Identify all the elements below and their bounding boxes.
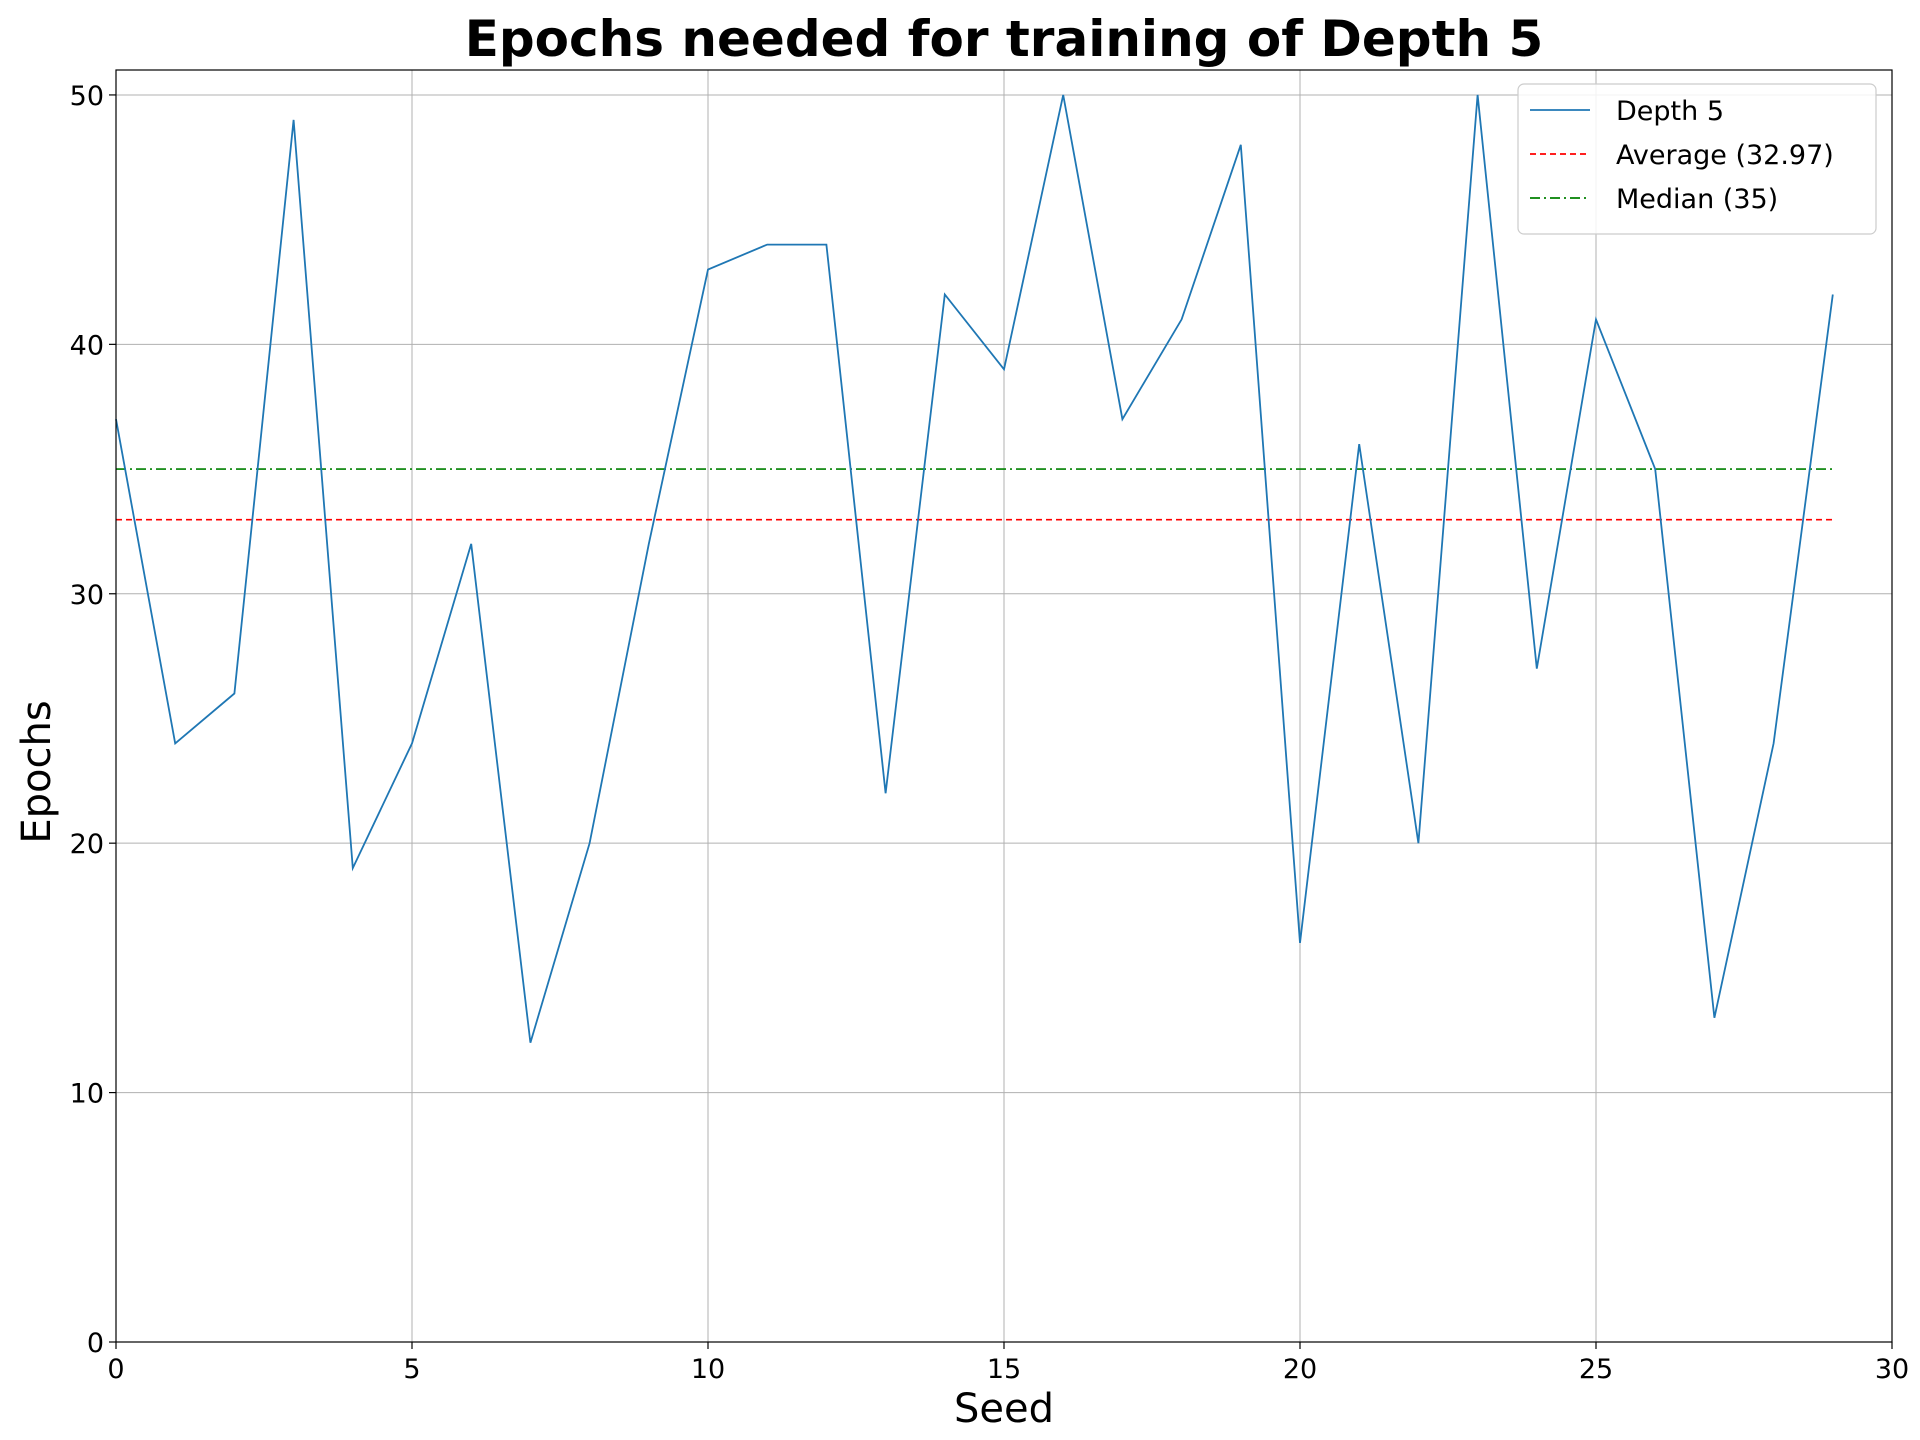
y-tick-label: 30 xyxy=(70,580,104,611)
series-line-depth-5 xyxy=(115,94,1834,1043)
legend-item-median-label: Median (35) xyxy=(1616,184,1778,215)
x-tick-label: 20 xyxy=(1283,1354,1317,1385)
x-tick-label: 10 xyxy=(691,1354,725,1385)
y-tick-label: 20 xyxy=(70,829,104,860)
x-tick-label: 15 xyxy=(987,1354,1021,1385)
reference-lines xyxy=(116,468,1833,521)
series-layer xyxy=(115,94,1834,1043)
y-tick-label: 50 xyxy=(70,81,104,112)
legend-item-depth-5-label: Depth 5 xyxy=(1616,96,1724,127)
grid xyxy=(115,70,1893,1343)
y-axis-ticks: 0 10 20 30 40 50 xyxy=(70,81,116,1359)
chart-title: Epochs needed for training of Depth 5 xyxy=(465,10,1544,68)
legend-item-average-label: Average (32.97) xyxy=(1616,140,1834,171)
legend-box xyxy=(1517,83,1877,235)
y-axis-label: Epochs xyxy=(14,700,60,843)
x-tick-label: 5 xyxy=(403,1354,420,1385)
x-tick-label: 25 xyxy=(1579,1354,1613,1385)
x-tick-label: 0 xyxy=(107,1354,124,1385)
legend: Depth 5 Average (32.97) Median (35) xyxy=(1517,83,1877,235)
x-tick-label: 30 xyxy=(1875,1354,1909,1385)
y-tick-label: 0 xyxy=(87,1328,104,1359)
y-tick-label: 40 xyxy=(70,330,104,361)
x-axis-label: Seed xyxy=(954,1386,1054,1432)
y-tick-label: 10 xyxy=(70,1079,104,1110)
x-axis-ticks: 0 5 10 15 20 25 30 xyxy=(107,1342,1909,1385)
